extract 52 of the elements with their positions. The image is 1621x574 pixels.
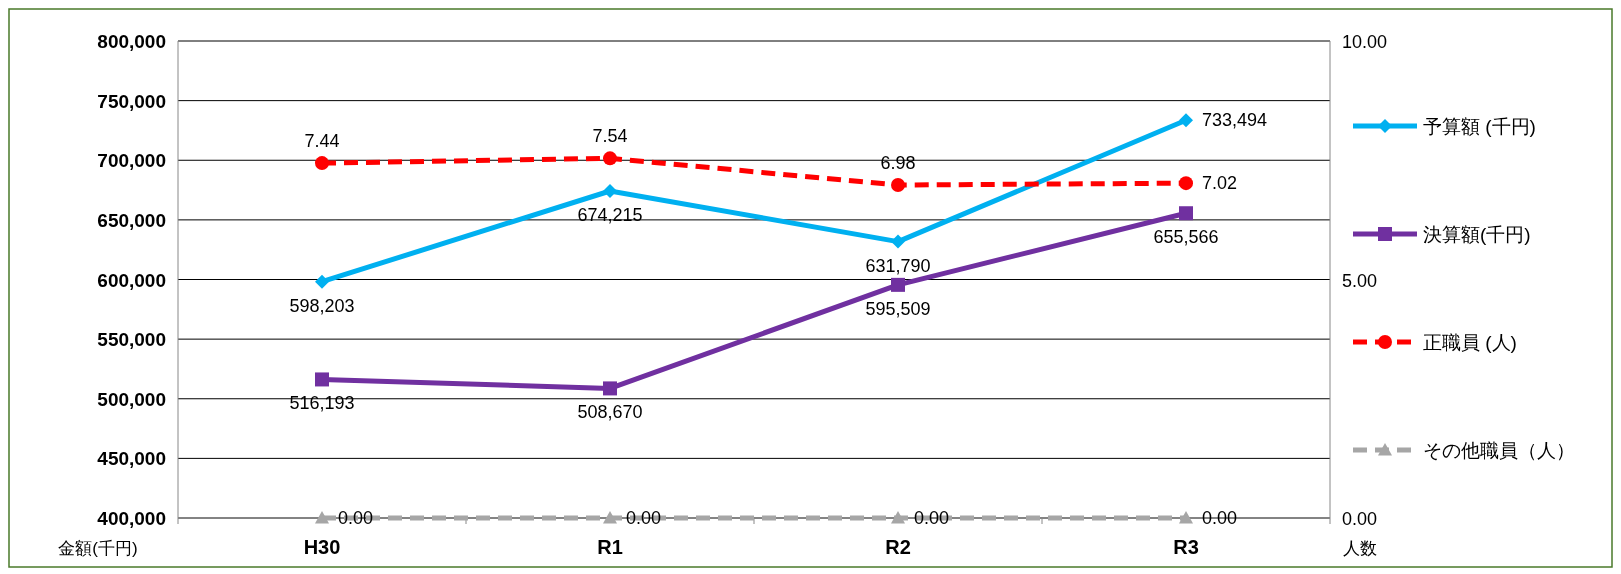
y-tick-label: 550,000 bbox=[97, 329, 166, 351]
y-tick-label: 800,000 bbox=[97, 31, 166, 52]
point bbox=[315, 372, 329, 387]
y2-tick-label: 10.00 bbox=[1342, 32, 1388, 52]
point bbox=[315, 274, 329, 289]
point bbox=[891, 277, 905, 292]
y2-tick-label: 5.00 bbox=[1342, 270, 1378, 291]
legend-label: 正職員 (人) bbox=[1423, 332, 1517, 353]
point bbox=[315, 156, 329, 171]
point bbox=[891, 178, 905, 193]
data-label: 631,790 bbox=[865, 255, 931, 276]
data-label: 595,509 bbox=[865, 298, 931, 319]
y-tick-label: 600,000 bbox=[97, 269, 166, 291]
point bbox=[891, 511, 905, 524]
point bbox=[315, 511, 329, 524]
y-tick-label: 450,000 bbox=[97, 448, 166, 470]
y-tick-label: 700,000 bbox=[97, 150, 166, 172]
y-axis-title: 金額(千円) bbox=[58, 539, 138, 558]
y-tick-label: 750,000 bbox=[97, 90, 166, 112]
data-label: 0.00 bbox=[338, 508, 374, 528]
y-tick-label: 500,000 bbox=[97, 388, 166, 410]
point bbox=[1179, 176, 1193, 191]
point bbox=[603, 184, 617, 198]
data-label: 7.02 bbox=[1202, 173, 1238, 194]
point bbox=[1179, 511, 1193, 524]
data-label: 733,494 bbox=[1202, 110, 1268, 131]
legend-label: 予算額 (千円) bbox=[1423, 116, 1536, 137]
legend-label: 決算額(千円) bbox=[1423, 224, 1531, 245]
data-label: 598,203 bbox=[289, 295, 355, 316]
point bbox=[603, 511, 617, 524]
data-label: 0.00 bbox=[914, 508, 950, 528]
legend-label: その他職員（人） bbox=[1423, 440, 1575, 461]
x-tick-label: R1 bbox=[597, 536, 623, 558]
point bbox=[891, 234, 905, 249]
point bbox=[603, 381, 617, 396]
point bbox=[1179, 113, 1193, 128]
y2-axis-title: 人数 bbox=[1343, 539, 1377, 558]
data-label: 7.44 bbox=[304, 131, 340, 152]
y-tick-label: 400,000 bbox=[97, 508, 166, 529]
data-label: 516,193 bbox=[289, 393, 355, 414]
data-label: 508,670 bbox=[577, 402, 643, 423]
data-label: 0.00 bbox=[626, 508, 662, 528]
y2-tick-label: 0.00 bbox=[1342, 509, 1378, 529]
x-tick-label: R3 bbox=[1173, 536, 1199, 558]
point bbox=[603, 151, 617, 166]
x-tick-label: H30 bbox=[303, 536, 341, 558]
x-tick-label: R2 bbox=[885, 536, 911, 558]
y-tick-label: 650,000 bbox=[97, 209, 166, 231]
point bbox=[1179, 206, 1193, 221]
data-label: 0.00 bbox=[1202, 508, 1238, 528]
data-label: 7.54 bbox=[592, 126, 628, 147]
data-label: 655,566 bbox=[1153, 227, 1219, 248]
